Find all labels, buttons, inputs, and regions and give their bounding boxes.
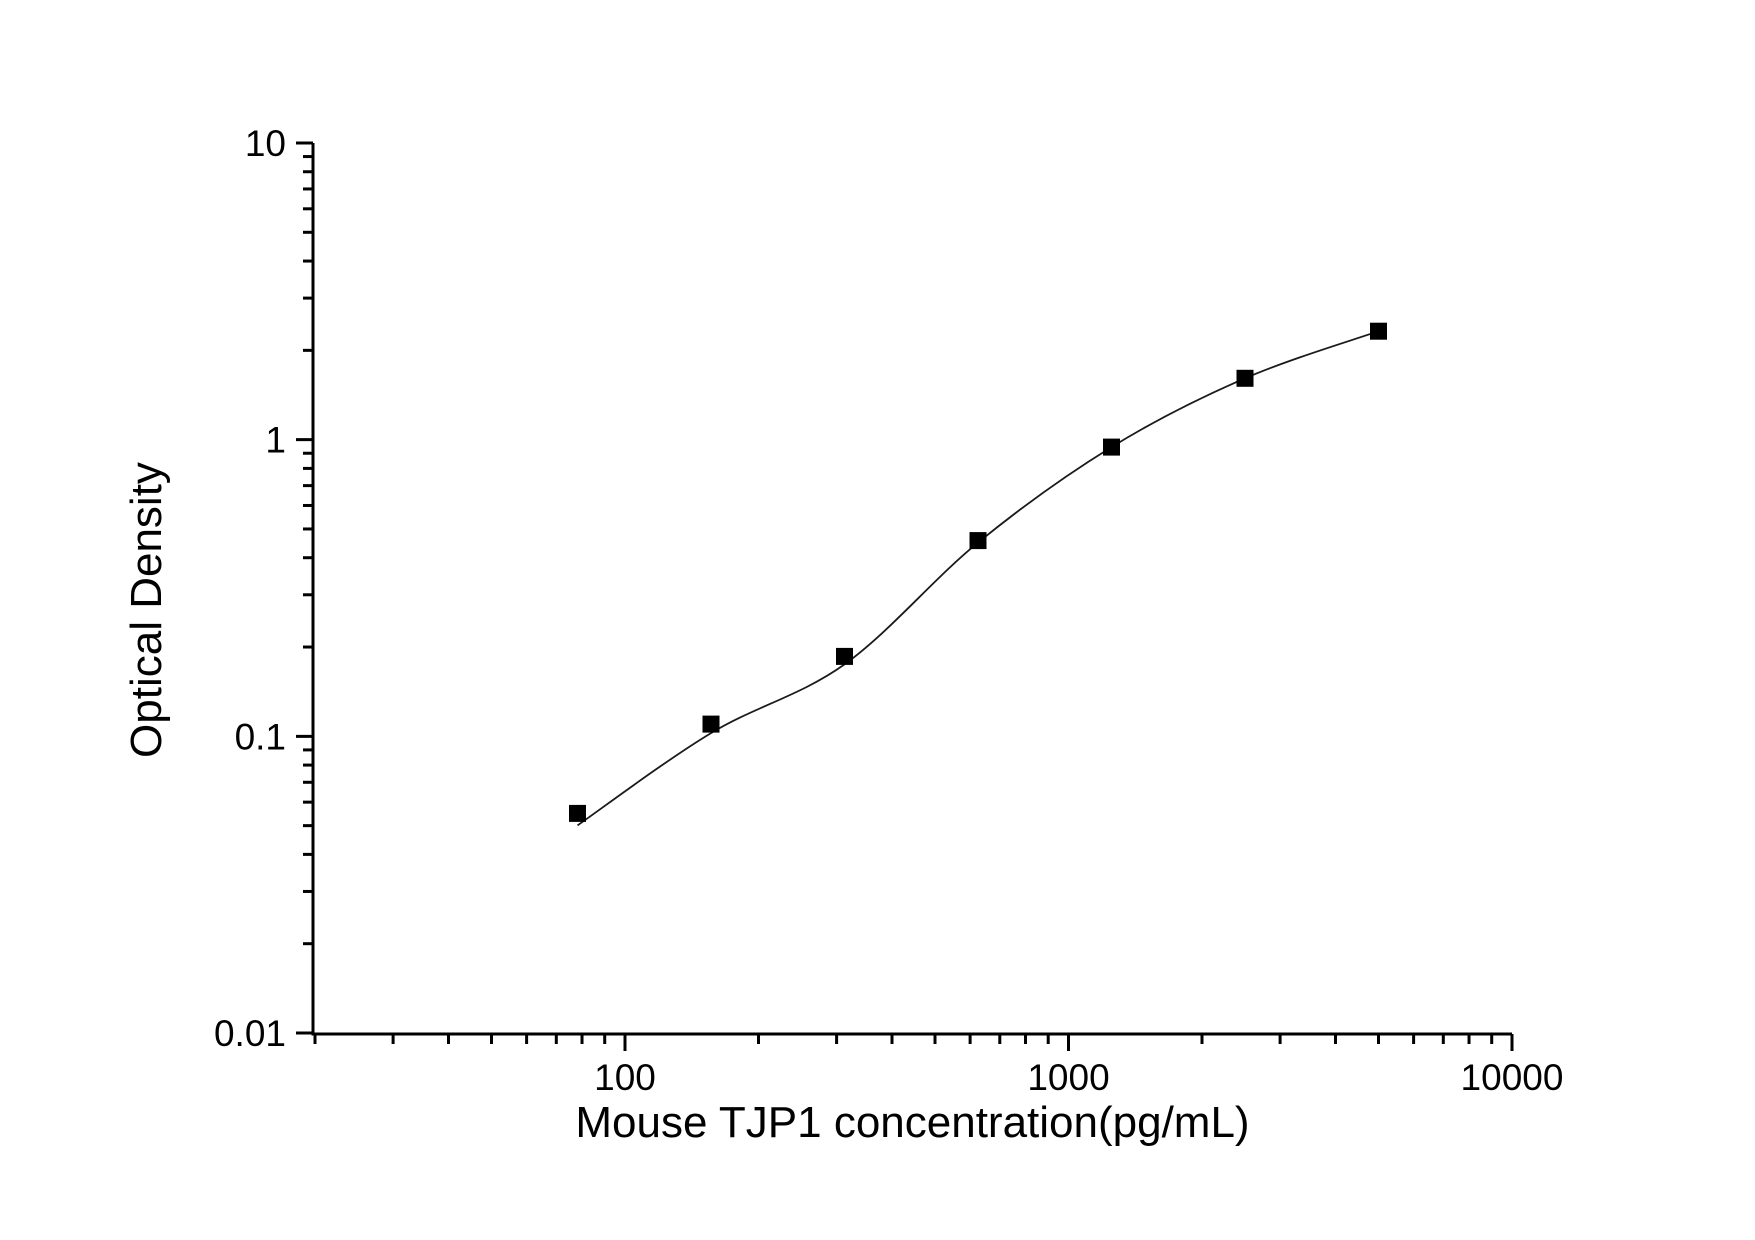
x-tick-label: 10000 xyxy=(1461,1057,1564,1098)
data-point xyxy=(969,532,987,550)
fit-curve xyxy=(576,330,1379,827)
data-point xyxy=(702,715,720,733)
axis-spine xyxy=(311,143,1512,1036)
x-tick-label: 1000 xyxy=(1027,1057,1109,1098)
y-axis-title: Optical Density xyxy=(122,462,171,758)
data-point xyxy=(836,647,853,665)
data-point xyxy=(1236,369,1254,387)
data-point xyxy=(1103,438,1120,456)
x-axis-title: Mouse TJP1 concentration(pg/mL) xyxy=(575,1098,1250,1147)
y-tick-label: 1 xyxy=(265,420,286,461)
y-tick-label: 0.01 xyxy=(214,1013,286,1054)
x-tick-label: 100 xyxy=(594,1057,656,1098)
y-tick-label: 0.1 xyxy=(235,716,286,757)
y-tick-label: 10 xyxy=(245,123,286,164)
data-point xyxy=(1370,322,1387,340)
data-point xyxy=(569,804,586,822)
